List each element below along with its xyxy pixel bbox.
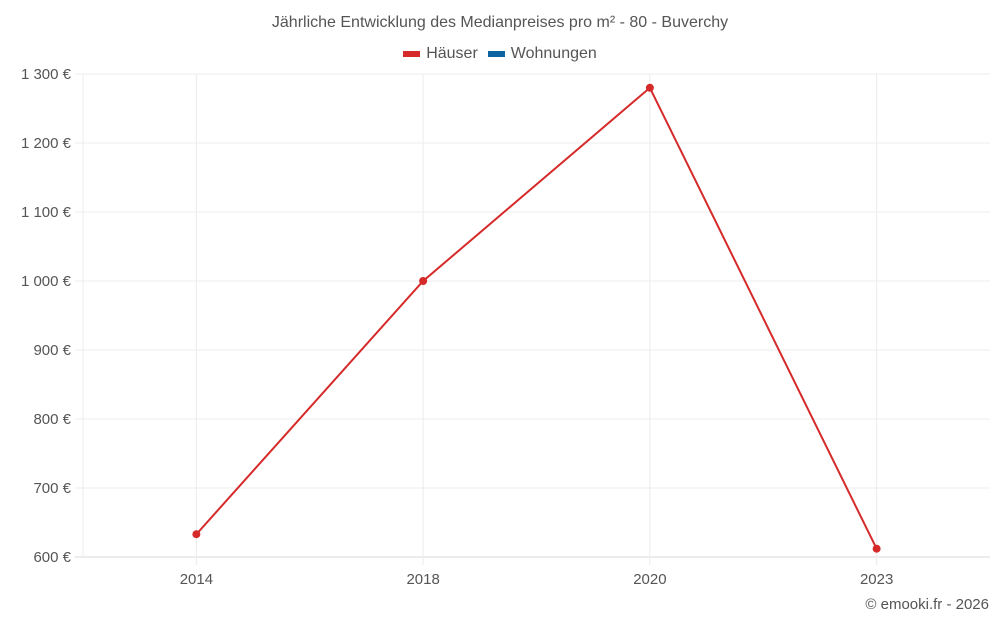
y-tick-label: 700 € xyxy=(33,480,71,497)
data-point[interactable] xyxy=(419,277,428,285)
data-point[interactable] xyxy=(645,83,654,92)
x-tick-label: 2018 xyxy=(406,571,439,588)
legend: Häuser Wohnungen xyxy=(0,45,1000,63)
credit-text: © emooki.fr - 2026 xyxy=(865,596,989,613)
y-tick-label: 1 000 € xyxy=(21,273,72,290)
y-tick-label: 600 € xyxy=(33,549,71,566)
y-tick-label: 1 200 € xyxy=(21,135,72,152)
x-tick-label: 2023 xyxy=(860,571,893,588)
legend-swatch-haeuser xyxy=(403,51,421,57)
x-tick-label: 2014 xyxy=(180,571,213,588)
data-point[interactable] xyxy=(192,530,201,539)
chart-title: Jährliche Entwicklung des Medianpreises … xyxy=(271,14,729,31)
legend-label-wohnungen: Wohnungen xyxy=(510,45,597,62)
legend-item-wohnungen[interactable]: Wohnungen xyxy=(487,45,597,63)
series-line-häuser xyxy=(195,86,878,550)
x-tick-label: 2020 xyxy=(633,571,666,588)
y-tick-label: 1 100 € xyxy=(21,204,72,221)
y-tick-label: 800 € xyxy=(33,411,71,428)
y-tick-label: 1 300 € xyxy=(21,66,72,83)
data-point[interactable] xyxy=(872,544,881,553)
legend-label-haeuser: Häuser xyxy=(426,45,478,62)
y-tick-label: 900 € xyxy=(33,342,71,359)
legend-item-haeuser[interactable]: Häuser xyxy=(403,45,478,63)
legend-swatch-wohnungen xyxy=(487,51,505,57)
